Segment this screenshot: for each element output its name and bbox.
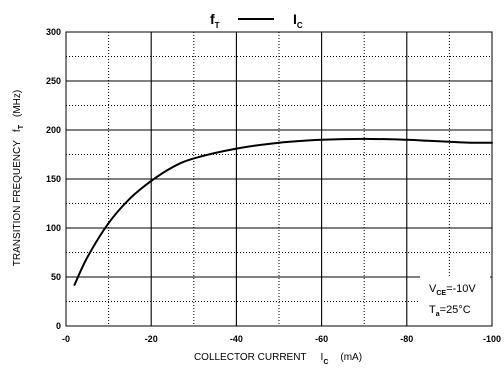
title-left-subscript: T [215, 21, 220, 30]
condition-ta: Ta=25°C [429, 304, 471, 318]
svg-text:IC: IC [293, 11, 303, 30]
y-axis-label-subscript: T [18, 124, 25, 129]
condition-vce: VCE=-10V [429, 283, 476, 297]
condition-ta-subscript: a [436, 311, 440, 318]
condition-vce-subscript: CE [436, 290, 446, 297]
title-right-subscript: C [297, 21, 303, 30]
x-axis-label-text: COLLECTOR CURRENT [194, 352, 307, 363]
x-tick-label: -0 [62, 334, 70, 344]
y-axis-label-symbol: f [12, 129, 23, 132]
x-axis-label-unit: (mA) [340, 352, 362, 363]
x-tick-label: -80 [400, 334, 413, 344]
title-right-symbol: I [293, 11, 297, 27]
x-axis-ticks: -0 -20 -40 -60 -80 -100 [62, 334, 501, 344]
chart-title: fT IC [210, 11, 303, 30]
x-tick-label: -40 [230, 334, 243, 344]
plot-frame [65, 31, 493, 327]
svg-text:fT: fT [210, 11, 220, 30]
condition-vce-symbol: V [429, 283, 437, 295]
condition-ta-value: =25 [440, 304, 459, 316]
y-axis-label-text: TRANSITION FREQUENCY [12, 140, 23, 266]
series-layer [73, 137, 493, 286]
condition-ta-symbol: T [429, 304, 436, 316]
x-axis-label: COLLECTOR CURRENT IC (mA) [194, 352, 362, 366]
y-axis-ticks: 0 50 100 150 200 250 300 [46, 27, 61, 331]
x-axis-label-subscript: C [323, 359, 328, 366]
x-tick-label: -60 [315, 334, 328, 344]
y-tick-label: 250 [46, 76, 61, 86]
y-axis-label: TRANSITION FREQUENCY fT (MHz) [12, 90, 25, 266]
y-tick-label: 0 [56, 321, 61, 331]
y-tick-label: 200 [46, 125, 61, 135]
x-axis-label-symbol: I [321, 352, 324, 363]
y-tick-label: 50 [51, 272, 61, 282]
y-axis-label-unit: (MHz) [12, 90, 23, 117]
series-line-ft-vs-ic [73, 137, 493, 286]
svg-text:TRANSITION FREQUENCYfT(MHz): TRANSITION FREQUENCY fT (MHz) [12, 90, 25, 266]
x-tick-label: -100 [483, 334, 501, 344]
condition-vce-value: =-10V [446, 283, 476, 295]
y-tick-label: 100 [46, 223, 61, 233]
y-tick-label: 150 [46, 174, 61, 184]
y-tick-label: 300 [46, 27, 61, 37]
conditions-annotation: VCE=-10V Ta=25°C [420, 276, 490, 324]
title-left-symbol: f [210, 11, 215, 27]
conditions-background [420, 276, 490, 324]
x-tick-label: -20 [145, 334, 158, 344]
condition-ta-unit: °C [458, 304, 470, 316]
